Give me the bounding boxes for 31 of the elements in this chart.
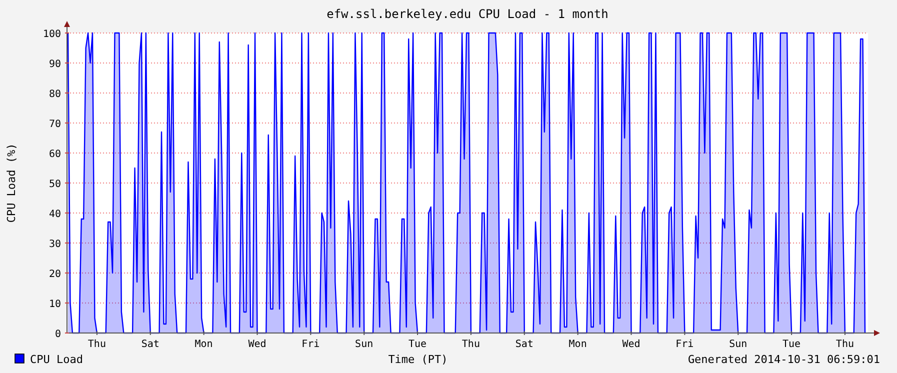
- x-tick-label: Thu: [836, 339, 854, 350]
- y-tick-label: 60: [48, 149, 61, 160]
- text: Generated 2014-10-31 06:59:01: [688, 353, 880, 366]
- y-axis-title: CPU Load (%): [5, 143, 18, 223]
- x-tick-label: Tue: [782, 339, 801, 350]
- chart-title: efw.ssl.berkeley.edu CPU Load - 1 month: [326, 7, 608, 21]
- legend-label: CPU Load: [30, 353, 83, 366]
- y-tick-label: 10: [48, 299, 61, 310]
- x-tick-label: Fri: [676, 339, 694, 350]
- y-tick-label: 100: [42, 29, 61, 40]
- x-tick-label: Fri: [302, 339, 320, 350]
- y-tick-label: 90: [48, 59, 61, 70]
- x-tick-label: Sun: [355, 339, 374, 350]
- y-tick-label: 30: [48, 239, 61, 250]
- x-tick-label: Tue: [408, 339, 427, 350]
- y-tick-label: 70: [48, 119, 61, 130]
- x-tick-label: Wed: [622, 339, 640, 350]
- x-tick-label: Wed: [248, 339, 266, 350]
- x-tick-label: Mon: [568, 339, 587, 350]
- x-tick-label: Sun: [729, 339, 748, 350]
- x-tick-label: Mon: [194, 339, 213, 350]
- x-tick-label: Sat: [515, 339, 534, 350]
- y-tick-label: 20: [48, 269, 61, 280]
- y-tick-label: 0: [54, 329, 61, 340]
- y-tick-label: 50: [48, 179, 61, 190]
- y-tick-label: 40: [48, 209, 61, 220]
- x-tick-label: Sat: [141, 339, 160, 350]
- x-tick-label: Thu: [88, 339, 106, 350]
- y-tick-label: 80: [48, 89, 61, 100]
- x-axis-title: Time (PT): [388, 353, 448, 366]
- x-tick-label: Thu: [462, 339, 480, 350]
